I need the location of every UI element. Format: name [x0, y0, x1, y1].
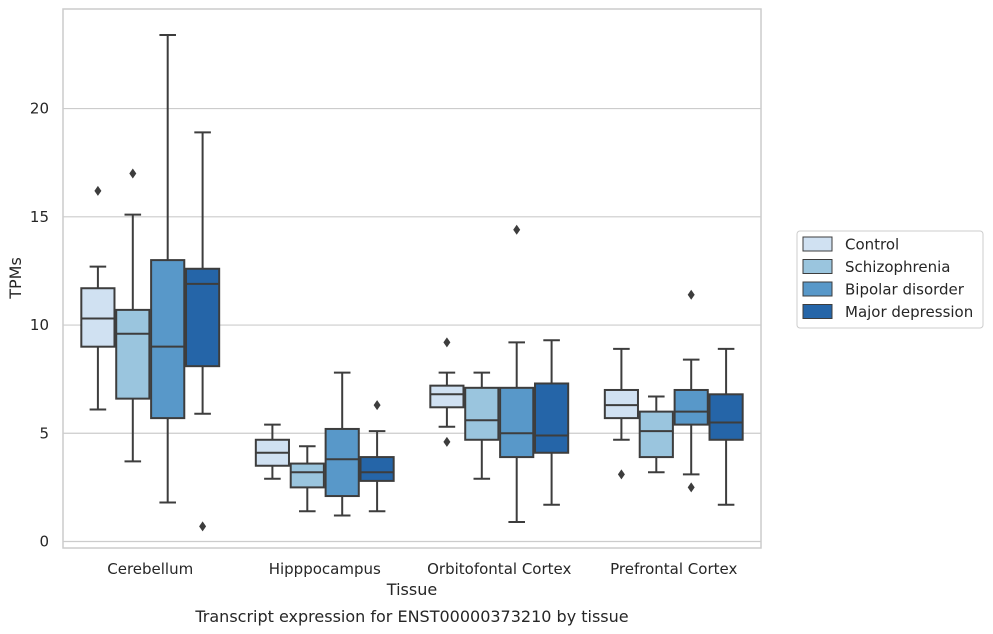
box [359, 456, 395, 482]
plot-frame [62, 8, 762, 549]
outlier-point [687, 482, 695, 493]
box [708, 393, 744, 441]
boxplot [185, 131, 221, 532]
box [80, 287, 116, 348]
outlier-point [513, 224, 521, 235]
boxplot [603, 347, 639, 480]
box [673, 388, 709, 426]
box [289, 462, 325, 489]
outlier-point [199, 521, 207, 532]
boxplot [80, 185, 116, 411]
boxplot [150, 33, 186, 504]
legend-label: Major depression [845, 303, 973, 321]
boxplot [464, 371, 500, 480]
box [429, 384, 465, 409]
x-axis-label: Tissue [386, 580, 437, 599]
y-tick-label: 5 [39, 424, 49, 442]
boxplot [708, 347, 744, 506]
outlier-point [687, 289, 695, 300]
box [324, 427, 360, 498]
boxplot [638, 395, 674, 474]
boxplot [289, 445, 325, 513]
y-tick-label: 0 [39, 533, 49, 551]
x-tick-labels: Cerebellum Hipppocampus Orbitofontal Corte… [107, 560, 737, 578]
boxplot [673, 289, 709, 493]
legend-swatch [802, 259, 833, 274]
legend-label: Schizophrenia [845, 258, 950, 276]
y-axis-label: TPMs [6, 257, 25, 300]
y-tick-label: 10 [30, 316, 49, 334]
boxplot [359, 400, 395, 513]
box [603, 388, 639, 420]
legend: Control Schizophrenia Bipolar disorder Majo… [796, 230, 984, 329]
legend-swatch [802, 304, 833, 319]
box [150, 259, 186, 420]
box [534, 382, 570, 454]
y-tick-label: 15 [30, 208, 49, 226]
outlier-point [617, 469, 625, 480]
outlier-point [443, 337, 451, 348]
boxplot [254, 423, 290, 480]
boxplot [429, 337, 465, 447]
legend-swatch [802, 281, 833, 297]
boxplot [534, 339, 570, 506]
legend-frame [796, 230, 984, 329]
outlier-point [94, 185, 102, 196]
box [499, 386, 535, 459]
boxplot [324, 371, 360, 517]
outlier-point [443, 436, 451, 447]
box [185, 267, 221, 368]
legend-label: Control [845, 236, 899, 254]
outlier-point [129, 168, 137, 179]
box [115, 308, 151, 400]
legend-swatch [802, 236, 833, 252]
y-tick-label: 20 [30, 100, 49, 118]
boxplots [80, 33, 744, 532]
legend-label: Bipolar disorder [845, 281, 965, 299]
chart-caption: Transcript expression for ENST0000037321… [194, 607, 628, 626]
boxplot [499, 224, 535, 524]
y-tick-labels: 0 5 10 15 20 [30, 100, 49, 551]
box [464, 386, 500, 441]
x-tick-label: Cerebellum [107, 560, 193, 578]
box [638, 410, 674, 459]
x-tick-label: Orbitofontal Cortex [427, 560, 571, 578]
x-tick-label: Prefrontal Cortex [610, 560, 737, 578]
x-tick-label: Hipppocampus [269, 560, 381, 578]
boxplot [115, 168, 151, 463]
outlier-point [373, 400, 381, 411]
